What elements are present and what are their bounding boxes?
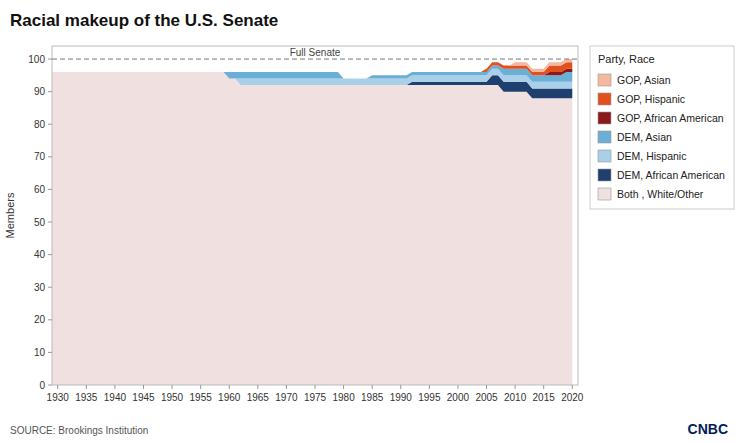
legend-swatch <box>598 112 611 124</box>
source: SOURCE: Brookings Institution <box>10 425 148 436</box>
tick-label: 1985 <box>361 392 384 403</box>
tick-label: 1935 <box>75 392 98 403</box>
tick <box>286 385 287 389</box>
tick <box>48 319 52 320</box>
tick <box>172 385 173 389</box>
tick-label: 1975 <box>304 392 327 403</box>
tick <box>400 385 401 389</box>
tick <box>48 222 52 223</box>
tick <box>48 91 52 92</box>
tick-label: 0 <box>39 380 45 391</box>
tick-label: 1930 <box>47 392 70 403</box>
tick <box>48 156 52 157</box>
tick-label: 1990 <box>390 392 413 403</box>
tick <box>48 287 52 288</box>
tick-label: 60 <box>34 184 46 195</box>
tick <box>315 385 316 389</box>
tick <box>429 385 430 389</box>
tick-label: 80 <box>34 119 46 130</box>
tick-label: 70 <box>34 151 46 162</box>
reference-line <box>52 59 578 60</box>
chart: Racial makeup of the U.S. Senate Full Sen… <box>0 0 740 443</box>
tick <box>200 385 201 389</box>
legend-swatch <box>598 169 611 181</box>
legend-label: GOP, Asian <box>617 74 671 86</box>
tick <box>572 385 573 389</box>
tick-label: 1945 <box>132 392 155 403</box>
tick <box>343 385 344 389</box>
tick <box>257 385 258 389</box>
tick <box>114 385 115 389</box>
tick <box>486 385 487 389</box>
tick <box>86 385 87 389</box>
tick-label: 10 <box>34 347 46 358</box>
tick <box>457 385 458 389</box>
tick-label: 40 <box>34 249 46 260</box>
axis-label: Members <box>4 192 16 238</box>
legend: Party, Race GOP, Asian GOP, Hispanic GOP, A… <box>590 46 734 209</box>
tick-label: 2015 <box>533 392 556 403</box>
legend-swatch <box>598 74 611 86</box>
tick <box>48 352 52 353</box>
legend-frame <box>590 46 734 209</box>
legend-label: DEM, Asian <box>617 131 672 143</box>
tick <box>48 385 52 386</box>
legend-label: DEM, African American <box>617 169 725 181</box>
legend-label: DEM, Hispanic <box>617 150 686 162</box>
tick-label: 30 <box>34 282 46 293</box>
area <box>52 62 572 78</box>
tick-label: 2020 <box>561 392 584 403</box>
tick <box>143 385 144 389</box>
logo-text: CNBC <box>688 421 728 437</box>
legend-label: Both , White/Other <box>617 188 704 200</box>
tick-label: 50 <box>34 217 46 228</box>
tick-label: 2005 <box>475 392 498 403</box>
legend-label: GOP, Hispanic <box>617 93 685 105</box>
x-axis: 1930 1935 1940 1945 1950 1955 1960 1965 1970 1975… <box>47 385 584 403</box>
tick <box>372 385 373 389</box>
tick-label: 2010 <box>504 392 527 403</box>
area <box>52 59 572 79</box>
tick-label: 2000 <box>447 392 470 403</box>
tick-label: 20 <box>34 314 46 325</box>
tick-label: 90 <box>34 86 46 97</box>
tick-label: 1970 <box>275 392 298 403</box>
tick <box>57 385 58 389</box>
tick-label: 1965 <box>247 392 270 403</box>
legend-label: GOP, African American <box>617 112 724 124</box>
tick-label: 100 <box>28 54 45 65</box>
title: Racial makeup of the U.S. Senate <box>10 11 278 30</box>
area <box>52 66 572 82</box>
tick-label: 1995 <box>418 392 441 403</box>
tick <box>48 124 52 125</box>
legend-swatch <box>598 188 611 200</box>
tick <box>48 254 52 255</box>
legend-swatch <box>598 131 611 143</box>
tick-label: 1940 <box>104 392 127 403</box>
tick-label: 1960 <box>218 392 241 403</box>
legend-swatch <box>598 93 611 105</box>
areas <box>52 59 572 385</box>
tick-label: 1950 <box>161 392 184 403</box>
tick <box>48 59 52 60</box>
area <box>52 72 572 385</box>
tick <box>515 385 516 389</box>
tick <box>543 385 544 389</box>
plot-frame <box>52 46 578 385</box>
area <box>52 66 572 79</box>
tick <box>229 385 230 389</box>
legend-swatch <box>598 150 611 162</box>
y-axis: 0 10 20 30 40 50 60 70 80 90 100 <box>28 54 52 391</box>
tick-label: 1980 <box>332 392 355 403</box>
tick <box>48 189 52 190</box>
annotation: Full Senate <box>290 47 341 58</box>
tick-label: 1955 <box>190 392 213 403</box>
legend-title: Party, Race <box>598 53 655 65</box>
